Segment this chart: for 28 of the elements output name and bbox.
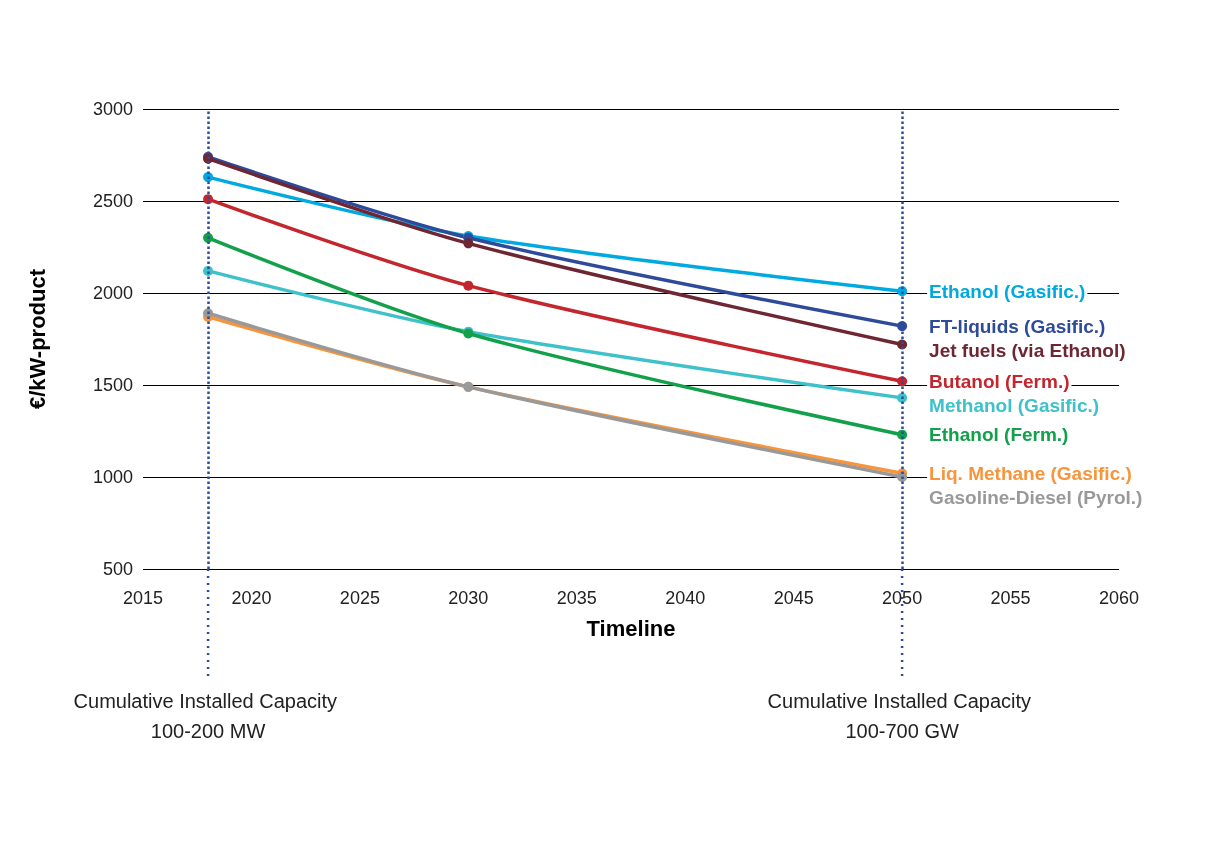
series-label: Jet fuels (via Ethanol)	[929, 339, 1126, 361]
x-tick-label: 2060	[1098, 588, 1140, 608]
y-axis-title: €/kW-product	[24, 268, 50, 410]
y-tick-label: 500	[102, 559, 133, 579]
x-tick-label: 2040	[665, 588, 706, 608]
y-tick-label: 1000	[92, 467, 133, 487]
y-tick-label: 3000	[92, 99, 133, 119]
y-tick-label: 2000	[92, 283, 133, 303]
series-label: Butanol (Ferm.)	[929, 370, 1070, 392]
series-label: Gasoline-Diesel (Pyrol.)	[929, 486, 1143, 508]
y-tick-label: 2500	[92, 191, 133, 211]
series-label: FT-liquids (Gasific.)	[929, 315, 1106, 337]
x-tick-label: 2050	[882, 588, 923, 608]
series-label: Ethanol (Gasific.)	[929, 280, 1086, 302]
x-tick-label: 2030	[448, 588, 489, 608]
series-label: Ethanol (Ferm.)	[929, 424, 1069, 446]
ref-line-label: Cumulative Installed Capacity 100-200 MW	[73, 690, 343, 742]
x-axis-title: Timeline	[586, 615, 676, 641]
ref-line-label: Cumulative Installed Capacity 100-700 GW	[767, 690, 1037, 742]
x-tick-label: 2015	[122, 588, 164, 608]
y-tick-label: 1500	[92, 375, 133, 395]
x-tick-label: 2020	[231, 588, 272, 608]
x-tick-label: 2025	[339, 588, 380, 608]
x-tick-label: 2035	[556, 588, 597, 608]
x-tick-label: 2045	[773, 588, 814, 608]
series-label: Methanol (Gasific.)	[929, 394, 1100, 416]
x-tick-label: 2055	[990, 588, 1031, 608]
series-label: Liq. Methane (Gasific.)	[929, 462, 1132, 484]
